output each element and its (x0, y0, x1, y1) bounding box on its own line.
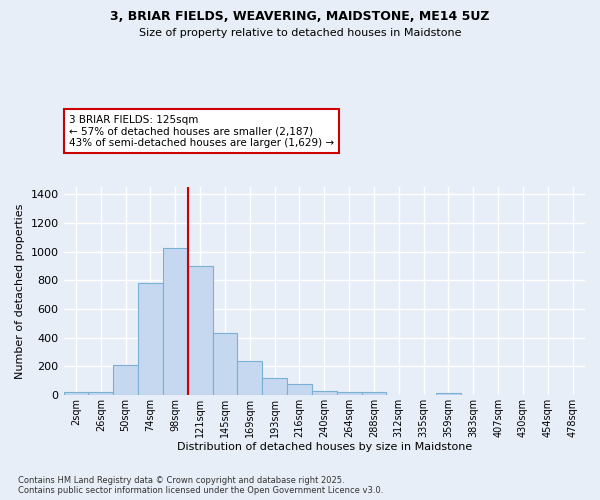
Bar (262, 378, 287, 395)
Y-axis label: Number of detached properties: Number of detached properties (15, 204, 25, 379)
Bar (163, 248, 188, 395)
Bar (88, 392, 113, 395)
Text: Contains HM Land Registry data © Crown copyright and database right 2025.
Contai: Contains HM Land Registry data © Crown c… (18, 476, 383, 495)
Bar (337, 392, 362, 395)
Bar (312, 392, 337, 395)
Bar (113, 365, 138, 395)
Text: 3, BRIAR FIELDS, WEAVERING, MAIDSTONE, ME14 5UZ: 3, BRIAR FIELDS, WEAVERING, MAIDSTONE, M… (110, 10, 490, 23)
Bar (212, 334, 238, 395)
Bar (362, 392, 386, 395)
Bar (436, 394, 461, 395)
Bar (64, 392, 88, 395)
Bar (287, 384, 312, 395)
Text: Size of property relative to detached houses in Maidstone: Size of property relative to detached ho… (139, 28, 461, 38)
Text: 3 BRIAR FIELDS: 125sqm
← 57% of detached houses are smaller (2,187)
43% of semi-: 3 BRIAR FIELDS: 125sqm ← 57% of detached… (69, 114, 334, 148)
X-axis label: Distribution of detached houses by size in Maidstone: Distribution of detached houses by size … (176, 442, 472, 452)
Bar (238, 360, 262, 395)
Bar (188, 266, 212, 395)
Bar (138, 283, 163, 395)
